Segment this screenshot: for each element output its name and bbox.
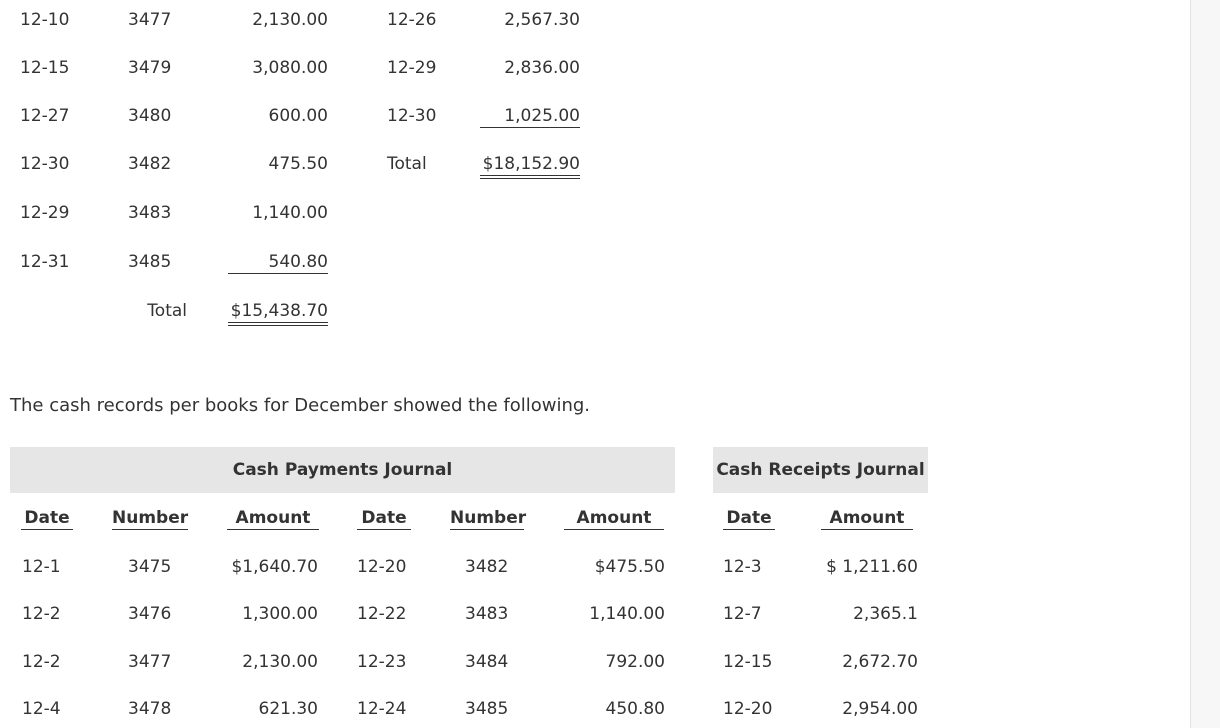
payment-cell: 3477	[128, 652, 172, 672]
check-amount: 1,140.00	[252, 203, 328, 223]
column-header: Number	[112, 508, 189, 530]
payment-cell: 3485	[465, 699, 509, 719]
payment-cell: 3475	[128, 557, 172, 577]
column-header: Date	[723, 507, 775, 530]
check-date: 12-15	[20, 58, 70, 78]
check-date: 12-29	[20, 203, 70, 223]
payment-cell: 1,140.00	[589, 604, 665, 624]
payment-cell: 12-22	[357, 604, 407, 624]
check-total: $15,438.70	[228, 300, 328, 326]
column-header: Amount	[227, 507, 319, 530]
payment-cell: 12-24	[357, 699, 407, 719]
check-amount: 2,130.00	[252, 10, 328, 30]
payments-title: Cash Payments Journal	[232, 460, 453, 480]
deposit-amount: 1,025.00	[480, 105, 580, 128]
payment-cell: 12-23	[357, 652, 407, 672]
total-label: Total	[387, 154, 427, 174]
check-date: 12-27	[20, 106, 70, 126]
column-header: Number	[450, 508, 527, 530]
receipt-cell: $ 1,211.60	[826, 557, 918, 577]
check-number: 3483	[128, 203, 172, 223]
intro-text: The cash records per books for December …	[10, 395, 591, 416]
receipt-cell: 2,954.00	[842, 699, 918, 719]
receipt-cell: 2,672.70	[842, 652, 918, 672]
payment-cell: $1,640.70	[231, 557, 318, 577]
column-header: Date	[21, 507, 73, 530]
payment-cell: 12-20	[357, 557, 407, 577]
scrollbar-track	[1190, 0, 1220, 728]
payment-cell: 12-1	[22, 557, 61, 577]
payment-cell: 3483	[465, 604, 509, 624]
receipt-cell: 12-3	[723, 557, 762, 577]
check-number: 3480	[128, 106, 172, 126]
check-number: 3482	[128, 154, 172, 174]
column-header: Amount	[821, 507, 913, 530]
check-amount: 540.80	[228, 251, 328, 274]
column-header: Date	[357, 507, 411, 530]
payment-cell: 3484	[465, 652, 509, 672]
check-number: 3485	[128, 252, 172, 272]
check-date: 12-10	[20, 10, 70, 30]
check-date: 12-30	[20, 154, 70, 174]
payment-cell: 3478	[128, 699, 172, 719]
deposit-date: 12-26	[387, 10, 437, 30]
total-label: Total	[147, 301, 187, 321]
deposit-date: 12-30	[387, 106, 437, 126]
payment-cell: 12-2	[22, 652, 61, 672]
receipt-cell: 2,365.1	[853, 604, 918, 624]
receipt-cell: 12-7	[723, 604, 762, 624]
deposit-amount: 2,836.00	[504, 58, 580, 78]
check-amount: 600.00	[268, 106, 328, 126]
payments-title-box: Cash Payments Journal	[10, 447, 675, 493]
payment-cell: 450.80	[605, 699, 665, 719]
check-number: 3477	[128, 10, 172, 30]
deposit-date: 12-29	[387, 58, 437, 78]
check-amount: 3,080.00	[252, 58, 328, 78]
payment-cell: $475.50	[594, 557, 665, 577]
payment-cell: 792.00	[605, 652, 665, 672]
check-amount: 475.50	[268, 154, 328, 174]
payment-cell: 2,130.00	[242, 652, 318, 672]
receipt-cell: 12-20	[723, 699, 773, 719]
receipts-title-box: Cash Receipts Journal	[713, 447, 928, 493]
payment-cell: 12-2	[22, 604, 61, 624]
payment-cell: 621.30	[258, 699, 318, 719]
payment-cell: 1,300.00	[242, 604, 318, 624]
payment-cell: 3476	[128, 604, 172, 624]
check-date: 12-31	[20, 252, 70, 272]
payment-cell: 12-4	[22, 699, 61, 719]
receipt-cell: 12-15	[723, 652, 773, 672]
receipts-title: Cash Receipts Journal	[716, 460, 925, 480]
deposit-amount: 2,567.30	[504, 10, 580, 30]
check-number: 3479	[128, 58, 172, 78]
payment-cell: 3482	[465, 557, 509, 577]
deposit-total: $18,152.90	[480, 153, 580, 179]
column-header: Amount	[564, 507, 664, 530]
